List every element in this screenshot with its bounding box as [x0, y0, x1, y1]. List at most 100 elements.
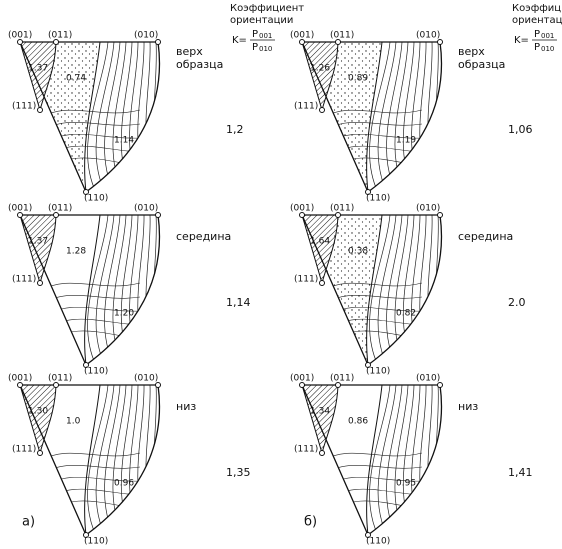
region-boundary — [84, 41, 101, 193]
region-value: 0.82 — [396, 309, 416, 319]
column-label: а) — [22, 515, 35, 530]
pole-marker — [299, 39, 305, 45]
pole-label: (010) — [134, 31, 158, 41]
contour-line — [112, 385, 128, 535]
contour-line — [369, 385, 391, 535]
pole-label: (111) — [12, 275, 36, 285]
pole-label: (011) — [48, 204, 72, 214]
region-boundary — [84, 214, 101, 366]
pole-label: (001) — [8, 204, 32, 214]
sample-position: образца — [176, 58, 223, 71]
pole-marker — [83, 532, 89, 538]
pole-label: (110) — [366, 367, 390, 377]
contour-line — [87, 42, 109, 192]
formula-num-sub: 001 — [259, 32, 272, 40]
pole-figure: (001) (011) (010) (111) (110) 1.37 0.74 1.14 вер… — [8, 31, 244, 204]
contour-line — [87, 215, 109, 365]
pole-label: (111) — [12, 445, 36, 455]
region-value: 1.30 — [28, 407, 48, 417]
contour-line — [112, 42, 128, 192]
contour-line — [427, 215, 442, 365]
contour-line — [104, 385, 121, 535]
header-title: ориентации — [230, 15, 293, 26]
pole-label: (001) — [290, 31, 314, 41]
pole-marker — [335, 39, 341, 45]
pole-marker — [365, 532, 371, 538]
contour-line — [39, 282, 141, 292]
orientation-coefficient: 1,2 — [226, 123, 244, 136]
pole-label: (111) — [294, 275, 318, 285]
pole-figure: (001) (011) (010) (111) (110) 1.34 0.86 0.95 низ… — [290, 374, 533, 547]
formula-den-sub: 010 — [259, 45, 272, 53]
pole-label: (010) — [416, 31, 440, 41]
pole-marker — [37, 280, 43, 286]
pole-marker — [319, 280, 325, 286]
contour-line — [104, 42, 121, 192]
pole-label: (110) — [366, 194, 390, 204]
pole-label: (111) — [294, 445, 318, 455]
region-value: 1.19 — [396, 136, 416, 146]
contour-line — [39, 500, 141, 518]
pole-marker — [17, 39, 23, 45]
contour-line — [427, 385, 442, 535]
pole-label: (010) — [416, 374, 440, 384]
region-value: 1.28 — [66, 247, 86, 257]
region-value: 1.37 — [28, 237, 48, 247]
header-title: Коэффициент — [512, 3, 562, 14]
sample-position: низ — [458, 400, 478, 413]
contour-line — [386, 385, 403, 535]
pole-marker — [53, 212, 59, 218]
contour-line — [321, 318, 423, 334]
orientation-coefficient: 1,14 — [226, 296, 251, 309]
contour-line — [145, 42, 160, 192]
pole-label: (011) — [330, 204, 354, 214]
formula-num: P — [534, 29, 540, 40]
triangle-outline — [301, 41, 443, 194]
contour-line — [39, 145, 141, 161]
region-value: 0.95 — [396, 479, 416, 489]
orientation-coefficient: 2.0 — [508, 296, 526, 309]
pole-label: (010) — [416, 204, 440, 214]
formula-den: P — [534, 42, 540, 53]
dotted-region — [40, 42, 100, 192]
region-boundary — [366, 384, 383, 536]
contour-line — [394, 385, 410, 535]
pole-marker — [299, 382, 305, 388]
pole-marker — [437, 39, 443, 45]
contour-line — [145, 215, 160, 365]
contour-line — [427, 42, 442, 192]
contour-line — [39, 318, 141, 334]
pole-marker — [83, 189, 89, 195]
formula-lhs: K= — [514, 35, 529, 46]
contour-line — [435, 215, 442, 365]
pole-marker — [365, 362, 371, 368]
region-boundary — [366, 41, 383, 193]
region-value: 1.37 — [28, 64, 48, 74]
triangle-outline — [19, 41, 161, 194]
contour-line — [39, 330, 141, 348]
region-value: 0.86 — [348, 417, 368, 427]
region-boundary — [84, 384, 101, 536]
pole-marker — [37, 450, 43, 456]
contour-line — [321, 452, 423, 462]
contour-line — [321, 330, 423, 348]
triangle-outline — [301, 214, 443, 367]
pole-label: (010) — [134, 204, 158, 214]
pole-label: (011) — [330, 31, 354, 41]
orientation-coefficient: 1,35 — [226, 466, 251, 479]
pole-marker — [155, 382, 161, 388]
pole-marker — [437, 212, 443, 218]
pole-label: (111) — [12, 102, 36, 112]
contour-line — [153, 42, 160, 192]
hatched-region — [301, 384, 339, 455]
pole-marker — [37, 107, 43, 113]
pole-label: (001) — [290, 204, 314, 214]
orientation-coefficient: 1,41 — [508, 466, 533, 479]
pole-marker — [155, 212, 161, 218]
sample-position: середина — [176, 230, 231, 243]
pole-label: (011) — [330, 374, 354, 384]
pole-label: (110) — [84, 537, 108, 547]
contour-line — [39, 452, 141, 462]
dotted-region — [322, 215, 382, 365]
pole-label: (111) — [294, 102, 318, 112]
